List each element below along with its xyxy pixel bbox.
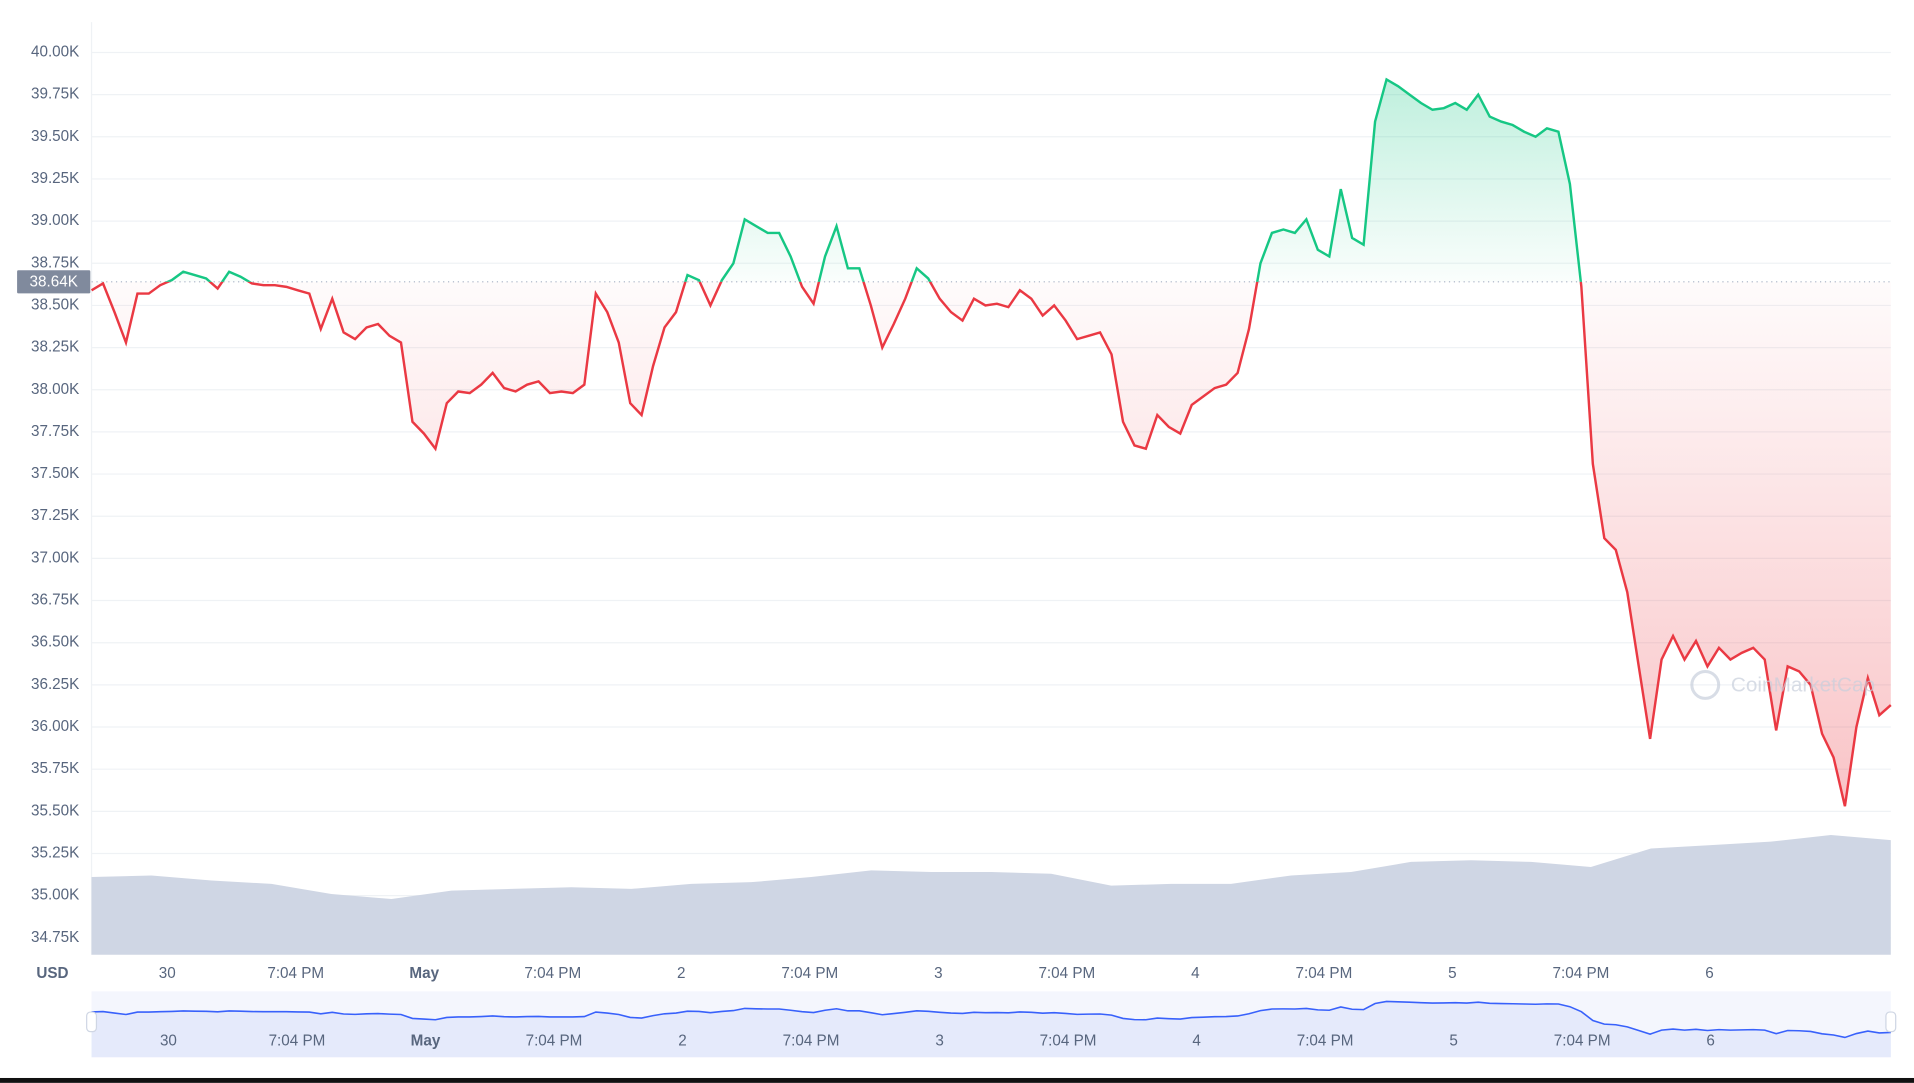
y-tick-label: 39.25K <box>31 170 79 187</box>
y-tick-label: 38.75K <box>31 254 79 271</box>
y-tick-label: 37.25K <box>31 507 79 524</box>
x-tick-label: 7:04 PM <box>267 965 324 982</box>
navigator-tick-label: 7:04 PM <box>269 1032 326 1049</box>
volume-layer <box>91 834 1891 955</box>
watermark-logo <box>1690 669 1721 700</box>
navigator-tick-label: 5 <box>1449 1032 1457 1049</box>
navigator-tick-label: 7:04 PM <box>783 1032 840 1049</box>
y-tick-label: 39.50K <box>31 128 79 145</box>
navigator: 30 7:04 PM May 7:04 PM 2 7:04 PM 3 7:04 PM 4 7:04… <box>86 991 1897 1058</box>
navigator-tick-label: 3 <box>935 1032 943 1049</box>
watermark: CoinMarketCap <box>1731 674 1875 697</box>
navigator-handle[interactable] <box>1885 1011 1897 1033</box>
navigator-tick-label: 7:04 PM <box>1554 1032 1611 1049</box>
navigator-line <box>91 1000 1891 1039</box>
y-tick-label: 34.75K <box>31 929 79 946</box>
navigator-tick-label: 6 <box>1706 1032 1714 1049</box>
y-tick-label: 35.00K <box>31 887 79 904</box>
y-tick-label: 37.75K <box>31 423 79 440</box>
y-unit-label: USD <box>36 965 68 982</box>
y-tick-label: 38.50K <box>31 296 79 313</box>
price-line-down <box>90 281 1892 807</box>
labels: 34.75K 35.00K 35.25K 35.50K 35.75K 36.00K 36.2… <box>17 43 1875 982</box>
y-tick-label: 39.00K <box>31 212 79 229</box>
x-tick-label: 30 <box>159 965 176 982</box>
navigator-tick-label: 4 <box>1192 1032 1201 1049</box>
y-tick-label: 38.00K <box>31 381 79 398</box>
x-tick-label: 7:04 PM <box>1038 965 1095 982</box>
volume-area <box>91 834 1891 955</box>
x-tick-label: 7:04 PM <box>1295 965 1352 982</box>
y-tick-label: 37.50K <box>31 465 79 482</box>
x-tick-label: 7:04 PM <box>1553 965 1610 982</box>
x-tick-label: 4 <box>1191 965 1200 982</box>
y-tick-label: 39.75K <box>31 86 79 103</box>
y-tick-label: 36.50K <box>31 634 79 651</box>
x-tick-label: 3 <box>934 965 942 982</box>
navigator-handle[interactable] <box>86 1011 98 1033</box>
price-layer <box>90 77 1892 807</box>
navigator-tick-label: 7:04 PM <box>1297 1032 1354 1049</box>
navigator-tick-label: May <box>411 1032 441 1049</box>
reference-label-bg <box>17 270 91 294</box>
y-tick-label: 38.25K <box>31 339 79 356</box>
y-tick-label: 35.25K <box>31 845 79 862</box>
navigator-tick-label: 30 <box>160 1032 177 1049</box>
y-tick-label: 36.75K <box>31 592 79 609</box>
navigator-area <box>91 1001 1891 1058</box>
y-tick-label: 36.25K <box>31 676 79 693</box>
y-tick-label: 35.50K <box>31 802 79 819</box>
x-tick-label: 6 <box>1705 965 1713 982</box>
x-tick-label: 2 <box>677 965 685 982</box>
x-tick-label: 7:04 PM <box>781 965 838 982</box>
navigator-tick-label: 2 <box>678 1032 686 1049</box>
x-tick-label: 7:04 PM <box>524 965 581 982</box>
bottom-bar <box>0 1077 1914 1083</box>
x-tick-label: May <box>409 965 439 982</box>
area-down <box>91 281 1891 807</box>
navigator-tick-label: 7:04 PM <box>526 1032 583 1049</box>
navigator-tick-label: 7:04 PM <box>1040 1032 1097 1049</box>
area-up <box>91 79 1891 282</box>
y-tick-label: 37.00K <box>31 549 79 566</box>
reference-label: 38.64K <box>30 273 78 290</box>
y-tick-label: 40.00K <box>31 43 79 60</box>
y-tick-label: 35.75K <box>31 760 79 777</box>
x-tick-label: 5 <box>1448 965 1456 982</box>
y-tick-label: 36.00K <box>31 718 79 735</box>
